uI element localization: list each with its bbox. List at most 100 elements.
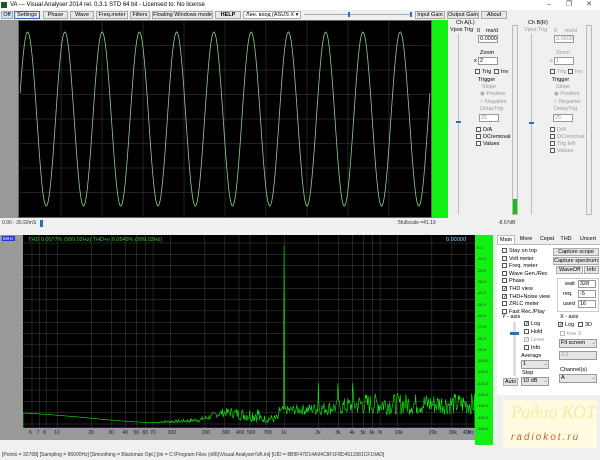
channel-a-vpos-label: Vpos Trig [450, 27, 474, 33]
option-checkbox[interactable]: ✓ THD view [502, 286, 533, 292]
waveoff-button[interactable]: WaveOff [556, 266, 583, 274]
output-gain-button[interactable]: Output Gain [447, 11, 479, 19]
y-info-checkbox[interactable]: Info [524, 345, 540, 351]
channel-a-dcremoval-checkbox[interactable]: DCremoval [476, 134, 511, 140]
option-checkbox[interactable]: Freq. meter [502, 263, 537, 269]
channel-a-zoom-input[interactable]: 2 [478, 57, 498, 65]
tab-thd[interactable]: THD [560, 236, 572, 242]
channel-b-dcremoval-checkbox[interactable]: DCremoval [550, 134, 585, 140]
channel-a-negative-radio[interactable]: ○ Negative [480, 99, 507, 105]
option-checkbox[interactable]: ZRLC meter [502, 301, 539, 307]
checkbox-box[interactable] [502, 263, 507, 269]
tab-uncert[interactable]: Uncert [579, 236, 597, 242]
option-label: THD view [509, 286, 533, 292]
minimize-button[interactable]: – [547, 1, 551, 8]
true-x-checkbox[interactable]: true X [560, 331, 582, 337]
channel-a-values-checkbox[interactable]: Values [476, 141, 499, 147]
option-checkbox[interactable]: Wave Gen./Rec [502, 271, 548, 277]
y-hold-checkbox[interactable]: Hold [524, 329, 542, 335]
y-axis-slider[interactable] [513, 322, 516, 376]
channel-b-values-checkbox[interactable]: Values [550, 148, 573, 154]
wave-button[interactable]: Wave [70, 11, 94, 19]
channel-a-delay-input[interactable]: 25 [479, 114, 499, 122]
trig-left-label: Trig left [557, 141, 576, 147]
channel-a-positive-radio[interactable]: ◉ Positive [480, 91, 506, 97]
frequency-tick-label: 20k [428, 430, 437, 436]
ratio-select[interactable]: 1/1 [559, 351, 597, 360]
checkbox-box[interactable] [502, 301, 507, 307]
gain-slider[interactable] [304, 14, 410, 15]
step-label: Step [522, 370, 534, 376]
capture-spectrum-button[interactable]: Capture spectrum [553, 257, 599, 265]
channel-b-trigger-label: Trigger [552, 77, 570, 83]
about-button[interactable]: About [481, 11, 507, 19]
spectrum-trace [23, 244, 475, 428]
input-gain-button[interactable]: Input Gain [415, 11, 445, 19]
checkbox-box[interactable] [502, 255, 507, 261]
settings-button[interactable]: Settings [14, 11, 40, 19]
channel-b-zoom-input[interactable]: 1 [554, 57, 574, 65]
freq-meter-button[interactable]: Freq.meter [96, 11, 128, 19]
y-lines-checkbox[interactable]: ✓ Lines [524, 337, 545, 344]
tab-more[interactable]: More [519, 236, 533, 242]
average-select[interactable]: 1 ⌄ [521, 360, 549, 369]
x-3d-checkbox[interactable]: 3D [578, 322, 592, 328]
frequency-tick-label: 6k [369, 430, 375, 436]
input-gain-thumb[interactable] [410, 12, 412, 17]
scope-y-axis [0, 20, 18, 218]
option-checkbox[interactable]: Volt meter [502, 256, 534, 262]
option-checkbox[interactable]: Phase [502, 278, 525, 284]
tab-main[interactable]: Main [497, 235, 515, 244]
input-device-select[interactable]: Лин. вход (ASUS X ▾ [243, 11, 301, 19]
channel-b-da-checkbox[interactable]: D/A [550, 127, 566, 133]
auto-button[interactable]: Auto [503, 378, 518, 386]
phase-button[interactable]: Phase [43, 11, 68, 19]
option-checkbox[interactable]: Stay on top [502, 248, 537, 254]
y-log-checkbox[interactable]: ✓ Log [524, 321, 541, 328]
checkbox-box[interactable] [502, 270, 507, 276]
y-axis-slider-thumb[interactable] [510, 332, 519, 335]
channel-a-inv-checkbox[interactable]: Inv [494, 69, 508, 75]
time-scroll-thumb[interactable] [40, 220, 43, 227]
channel-b-positive-radio[interactable]: ◉ Positive [554, 91, 580, 97]
floating-windows-button[interactable]: Floating Windows mode [152, 11, 213, 19]
channel-a-msd-input[interactable]: 0.0000 [478, 35, 498, 43]
close-button[interactable]: ✕ [586, 1, 592, 8]
filters-button[interactable]: Filters [130, 11, 150, 19]
checkbox-box[interactable] [502, 308, 507, 314]
x-log-checkbox[interactable]: ✓ Log [558, 322, 575, 329]
info-button[interactable]: Info [584, 266, 599, 274]
channel-a-da-checkbox[interactable]: D/A [476, 127, 492, 133]
step-select[interactable]: 10 dB ⌄ [521, 377, 549, 386]
negative-label: Negative [558, 99, 581, 105]
option-checkbox[interactable]: Fast Rec./Play [502, 309, 545, 315]
option-checkbox[interactable]: ✓ THD+Noise view [502, 294, 550, 300]
checkbox-box[interactable] [502, 248, 507, 254]
maximize-button[interactable]: ❐ [565, 1, 573, 8]
checkbox-box[interactable]: ✓ [502, 293, 508, 300]
checkbox-box[interactable] [502, 278, 507, 284]
channel-select[interactable]: A ⌄ [559, 374, 597, 383]
channel-b-delay-label: DelayTrig [554, 106, 578, 112]
channel-b-delay-input[interactable]: 25 [553, 114, 573, 122]
channel-b-vpos-thumb[interactable] [529, 122, 534, 124]
channel-a-zoom-x: x [474, 58, 477, 64]
channel-b-msd-input[interactable]: 3.0500 [554, 35, 574, 43]
used-value: 16 [578, 300, 596, 308]
channel-b-trig-left-checkbox[interactable]: Trig left [550, 141, 575, 147]
channel-a-vpos-slider[interactable] [458, 34, 459, 214]
off-button[interactable]: Off [1, 11, 13, 19]
channel-b-negative-radio[interactable]: ○ Negative [554, 99, 581, 105]
capture-scope-button[interactable]: Capture scope [553, 248, 599, 256]
frequency-tick-label: 30k [448, 430, 457, 436]
channel-b-inv-checkbox[interactable]: Inv [568, 69, 582, 75]
fit-screen-select[interactable]: Fit screen ⌄ [559, 339, 597, 348]
output-gain-thumb[interactable] [348, 12, 350, 17]
channel-b-trig-checkbox[interactable]: Trig [550, 69, 566, 75]
help-button[interactable]: HELP [215, 11, 241, 19]
tab-cepst[interactable]: Cepst [539, 236, 555, 242]
channel-b-vpos-slider[interactable] [531, 34, 532, 214]
channel-a-trig-checkbox[interactable]: Trig [475, 69, 491, 75]
channel-a-vpos-thumb[interactable] [456, 121, 461, 123]
checkbox-box[interactable]: ✓ [502, 286, 508, 293]
